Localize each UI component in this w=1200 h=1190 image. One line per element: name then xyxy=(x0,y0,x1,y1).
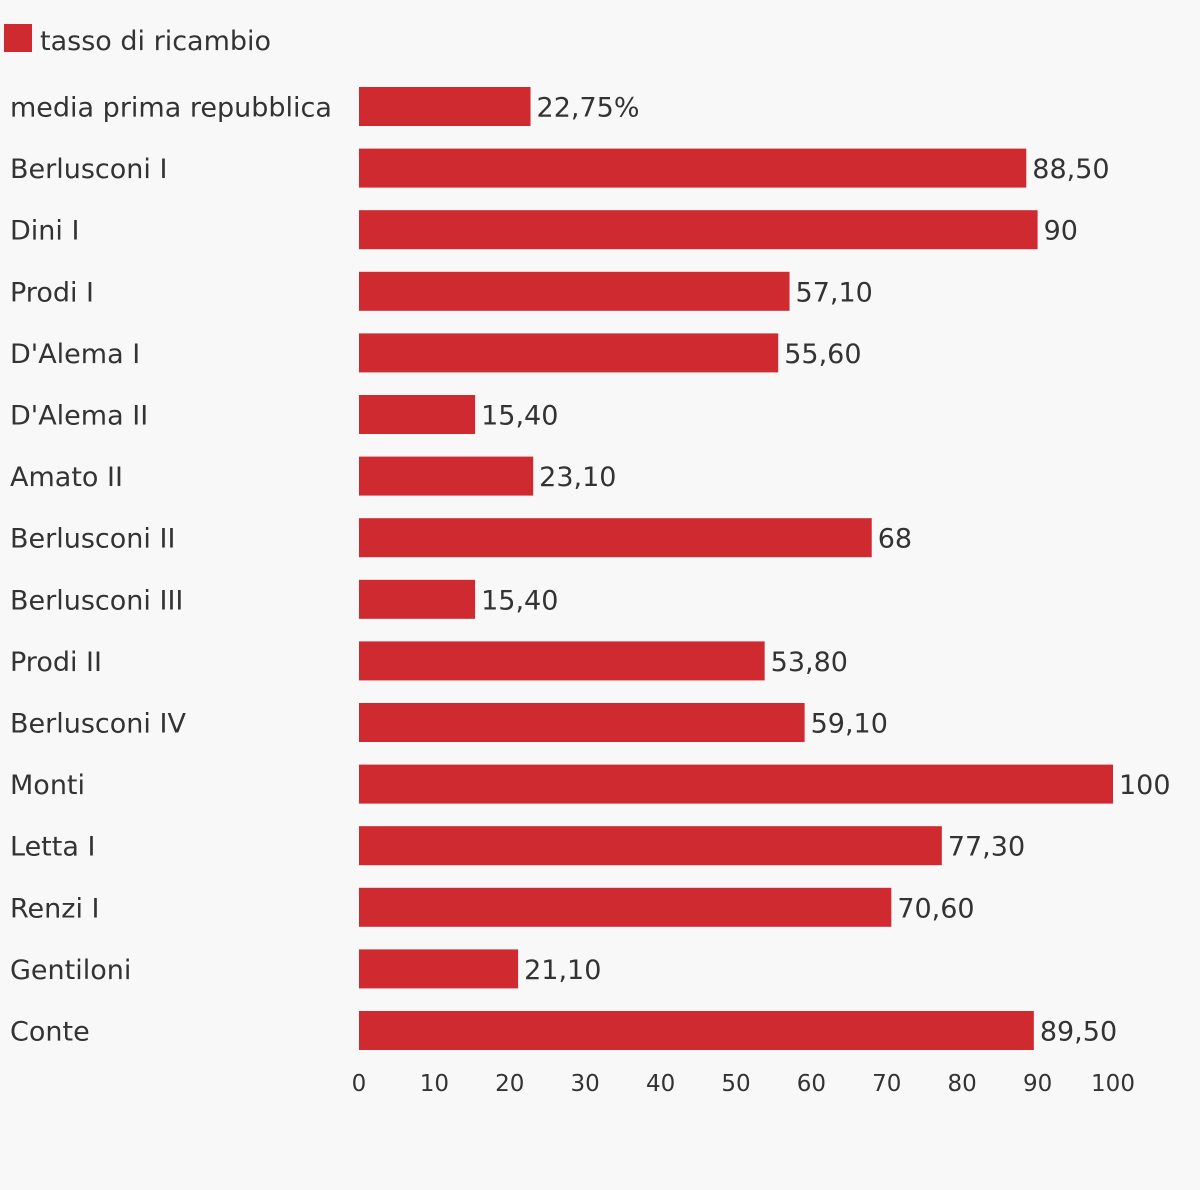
bars-layer: media prima repubblica 22,75% Berlusconi I… xyxy=(10,87,1171,1050)
x-tick-label: 100 xyxy=(1091,1071,1135,1097)
bar xyxy=(359,518,872,558)
x-axis: 0 10 20 30 40 50 60 70 80 90 100 xyxy=(352,1071,1135,1097)
bar xyxy=(359,764,1113,804)
category-label: Amato II xyxy=(10,462,123,493)
bar-row: Dini I 90 xyxy=(10,210,1078,250)
x-tick-label: 20 xyxy=(495,1071,524,1097)
x-tick-label: 70 xyxy=(872,1071,901,1097)
category-label: Renzi I xyxy=(10,893,100,924)
value-label: 59,10 xyxy=(811,709,888,740)
bar xyxy=(359,887,892,927)
value-label: 100 xyxy=(1119,770,1171,801)
x-tick-label: 30 xyxy=(571,1071,600,1097)
bar xyxy=(359,641,765,681)
bar-row: Gentiloni 21,10 xyxy=(10,949,601,989)
x-tick-label: 80 xyxy=(948,1071,977,1097)
value-label: 15,40 xyxy=(481,401,558,432)
category-label: Berlusconi IV xyxy=(10,709,186,740)
value-label: 77,30 xyxy=(948,832,1025,863)
category-label: D'Alema II xyxy=(10,401,148,432)
value-label: 15,40 xyxy=(481,585,558,616)
legend-label: tasso di ricambio xyxy=(40,26,271,57)
bar xyxy=(359,395,476,434)
x-tick-label: 90 xyxy=(1023,1071,1052,1097)
bar xyxy=(359,703,805,742)
bar xyxy=(359,456,534,496)
bar-row: Letta I 77,30 xyxy=(10,826,1025,866)
category-label: D'Alema I xyxy=(10,339,140,370)
bar xyxy=(359,579,476,619)
value-label: 89,50 xyxy=(1040,1017,1117,1048)
category-label: Berlusconi II xyxy=(10,524,175,555)
category-label: Letta I xyxy=(10,832,95,863)
bar-row: Berlusconi I 88,50 xyxy=(10,148,1110,188)
bar-row: Monti 100 xyxy=(10,764,1171,804)
x-tick-label: 10 xyxy=(420,1071,449,1097)
category-label: Prodi II xyxy=(10,647,102,678)
value-label: 21,10 xyxy=(524,955,601,986)
value-label: 53,80 xyxy=(771,647,848,678)
bar-row: Berlusconi II 68 xyxy=(10,518,912,558)
bar-row: Berlusconi IV 59,10 xyxy=(10,703,888,742)
bar xyxy=(359,949,519,989)
bar xyxy=(359,148,1027,188)
bar xyxy=(359,1011,1034,1050)
value-label: 55,60 xyxy=(784,339,861,370)
legend-swatch xyxy=(4,24,32,52)
value-label: 57,10 xyxy=(796,277,873,308)
bar xyxy=(359,826,942,866)
value-label: 23,10 xyxy=(539,462,616,493)
bar-row: media prima repubblica 22,75% xyxy=(10,87,639,126)
bar xyxy=(359,87,531,126)
category-label: Monti xyxy=(10,770,85,801)
bar xyxy=(359,271,790,311)
value-label: 90 xyxy=(1044,216,1078,247)
value-label: 68 xyxy=(878,524,912,555)
bar-row: Renzi I 70,60 xyxy=(10,887,975,927)
bar-row: Conte 89,50 xyxy=(10,1011,1117,1050)
bar xyxy=(359,210,1038,250)
bar-row: Prodi II 53,80 xyxy=(10,641,848,681)
category-label: Prodi I xyxy=(10,277,94,308)
bar-row: D'Alema II 15,40 xyxy=(10,395,558,434)
x-tick-label: 50 xyxy=(721,1071,750,1097)
value-label: 70,60 xyxy=(897,893,974,924)
x-tick-label: 0 xyxy=(352,1071,367,1097)
category-label: Conte xyxy=(10,1017,90,1048)
x-tick-label: 40 xyxy=(646,1071,675,1097)
category-label: Berlusconi III xyxy=(10,585,183,616)
value-label: 88,50 xyxy=(1032,154,1109,185)
value-label: 22,75% xyxy=(537,93,640,124)
category-label: Berlusconi I xyxy=(10,154,167,185)
bar-row: Amato II 23,10 xyxy=(10,456,616,496)
bar xyxy=(359,333,779,373)
bar-row: D'Alema I 55,60 xyxy=(10,333,862,373)
legend: tasso di ricambio xyxy=(4,24,271,57)
category-label: Gentiloni xyxy=(10,955,131,986)
bar-row: Prodi I 57,10 xyxy=(10,271,873,311)
bar-row: Berlusconi III 15,40 xyxy=(10,579,558,619)
x-tick-label: 60 xyxy=(797,1071,826,1097)
category-label: media prima repubblica xyxy=(10,93,332,124)
category-label: Dini I xyxy=(10,216,79,247)
